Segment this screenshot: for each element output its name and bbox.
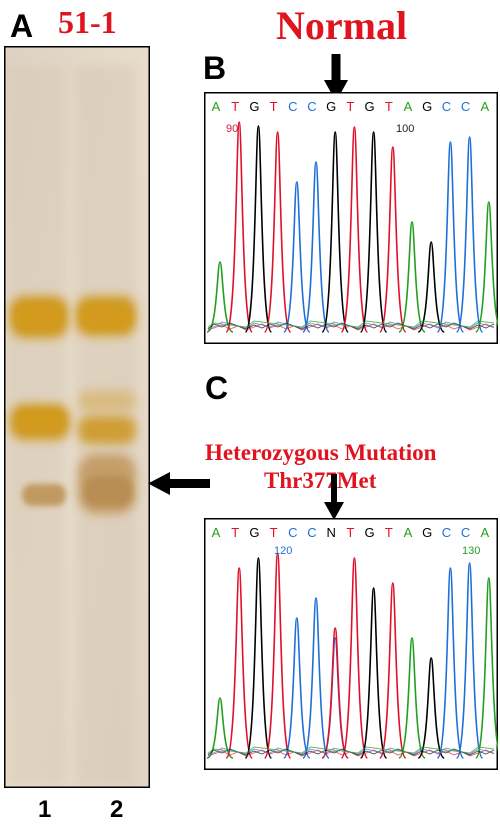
band-arrow-icon — [148, 472, 210, 495]
base-call-letter: N — [327, 525, 336, 540]
trace-peak — [283, 617, 311, 759]
trace-peak — [455, 562, 484, 759]
trace-peak — [398, 637, 426, 759]
base-call-letter: T — [346, 525, 354, 540]
base-call-letter: T — [231, 525, 239, 540]
base-call-letter: A — [404, 99, 413, 114]
base-call-letter: C — [461, 525, 470, 540]
trace-peak — [263, 131, 292, 333]
base-call-letter: A — [212, 525, 221, 540]
lane-2-label: 2 — [110, 796, 124, 823]
base-call-letter: A — [212, 99, 221, 114]
trace-peak — [436, 567, 465, 759]
trace-peak — [359, 587, 388, 759]
base-call-letter: G — [422, 525, 432, 540]
trace-peak — [417, 657, 445, 759]
trace-peak — [340, 557, 369, 759]
base-call-letter: C — [461, 99, 470, 114]
base-call-letter: C — [307, 525, 316, 540]
base-call-letter: G — [365, 99, 375, 114]
panel-c-letter: C — [205, 370, 229, 406]
trace-peak — [283, 181, 311, 333]
lane-2-bands — [76, 296, 136, 514]
lane-1-bands — [10, 296, 70, 506]
gel-image — [4, 46, 150, 788]
base-call-letter: G — [422, 99, 432, 114]
base-call-letter: T — [270, 525, 278, 540]
trace-peak — [436, 141, 465, 333]
base-call-letter: G — [249, 99, 259, 114]
base-call-letter: T — [231, 99, 239, 114]
base-call-letter: A — [480, 99, 489, 114]
trace-peak — [321, 627, 349, 759]
position-label-90: 90 — [226, 123, 238, 135]
base-call-letter: A — [404, 525, 413, 540]
trace-baseline — [207, 746, 495, 754]
base-call-letter: G — [249, 525, 259, 540]
base-call-letter: T — [385, 525, 393, 540]
sample-label: 51-1 — [58, 4, 117, 40]
base-call-letter: C — [442, 99, 451, 114]
lane-1-label: 1 — [38, 796, 52, 823]
base-call-letter: T — [385, 99, 393, 114]
panel-a-letter: A — [10, 8, 34, 44]
trace-peak — [244, 125, 273, 333]
base-call-letter: C — [288, 99, 297, 114]
trace-peak — [398, 221, 426, 333]
trace-peak — [455, 136, 484, 333]
base-call-letter: C — [442, 525, 451, 540]
trace-peak — [302, 597, 330, 759]
trace-peak — [475, 577, 498, 759]
base-call-letter: T — [270, 99, 278, 114]
mutation-title-line1: Heterozygous Mutation — [205, 440, 437, 465]
base-call-letter: G — [326, 99, 336, 114]
base-call-letter: C — [288, 525, 297, 540]
base-call-letter: A — [480, 525, 489, 540]
normal-arrow-icon — [324, 54, 348, 102]
trace-peak — [379, 146, 407, 333]
base-call-letter: T — [346, 99, 354, 114]
trace-baseline — [207, 320, 495, 328]
position-label-100: 100 — [396, 123, 414, 135]
trace-peak — [417, 241, 445, 333]
trace-peak — [225, 567, 253, 759]
mutation-title-line2: Thr377Met — [264, 468, 377, 493]
trace-peak — [206, 261, 234, 333]
trace-peak — [359, 131, 388, 333]
trace-peak — [244, 557, 273, 759]
trace-peak — [206, 697, 234, 759]
base-call-letter: C — [307, 99, 316, 114]
trace-peak — [321, 131, 349, 333]
mutation-arrow-icon — [324, 474, 344, 520]
position-label-130: 130 — [462, 545, 480, 557]
normal-title: Normal — [276, 3, 408, 48]
panel-b-letter: B — [203, 50, 227, 86]
position-label-120: 120 — [274, 545, 292, 557]
trace-peak — [225, 121, 253, 333]
trace-peak — [340, 126, 369, 333]
base-call-letter: G — [365, 525, 375, 540]
trace-peak — [302, 161, 330, 333]
trace-peak — [475, 201, 498, 333]
trace-peak — [379, 582, 407, 759]
trace-peak — [263, 552, 292, 759]
